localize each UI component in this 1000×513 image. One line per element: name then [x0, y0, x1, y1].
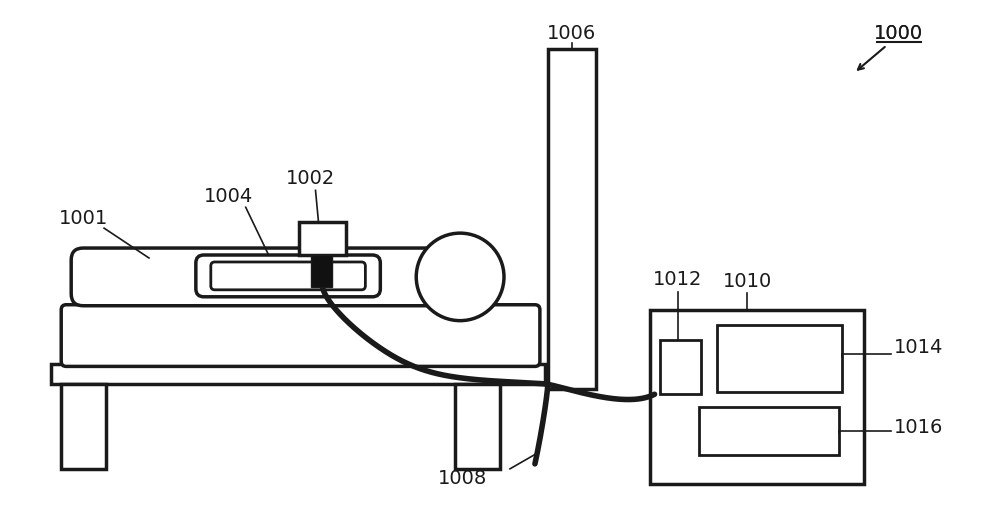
Text: 1002: 1002 — [286, 169, 335, 188]
Text: 1000: 1000 — [874, 24, 923, 43]
FancyBboxPatch shape — [660, 340, 701, 394]
Text: 1006: 1006 — [547, 24, 596, 43]
FancyBboxPatch shape — [650, 310, 864, 484]
FancyBboxPatch shape — [211, 262, 365, 290]
Text: 1016: 1016 — [894, 418, 943, 437]
FancyBboxPatch shape — [548, 49, 596, 389]
FancyBboxPatch shape — [61, 384, 106, 469]
Text: 1004: 1004 — [204, 187, 253, 206]
FancyBboxPatch shape — [699, 407, 839, 455]
FancyBboxPatch shape — [61, 305, 540, 366]
FancyBboxPatch shape — [71, 248, 470, 306]
FancyBboxPatch shape — [299, 222, 346, 255]
FancyBboxPatch shape — [51, 364, 545, 384]
Text: 1000: 1000 — [874, 24, 923, 43]
Text: 1008: 1008 — [437, 469, 487, 488]
Text: 1001: 1001 — [59, 209, 108, 228]
FancyBboxPatch shape — [717, 325, 842, 392]
Circle shape — [416, 233, 504, 321]
FancyBboxPatch shape — [455, 384, 500, 469]
FancyBboxPatch shape — [311, 255, 332, 287]
Text: 1012: 1012 — [653, 270, 702, 289]
Text: 1010: 1010 — [723, 272, 772, 291]
Text: 1014: 1014 — [894, 338, 943, 357]
FancyBboxPatch shape — [196, 255, 380, 297]
